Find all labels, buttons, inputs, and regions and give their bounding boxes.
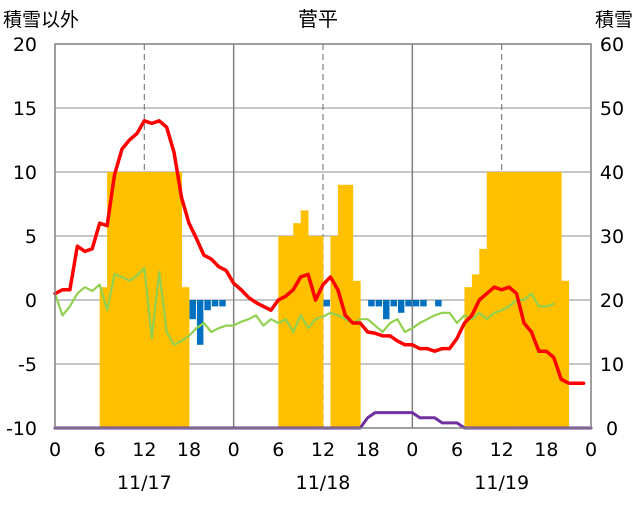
left-tick-label: 5 xyxy=(25,226,37,248)
precipitation-bar xyxy=(368,300,375,307)
date-label: 11/17 xyxy=(117,472,172,494)
precipitation-bars xyxy=(189,300,442,345)
snow-depth-bar xyxy=(174,172,182,428)
snow-depth-bar xyxy=(300,210,309,428)
snow-depth-bar xyxy=(107,172,115,428)
temperature-line xyxy=(53,119,586,385)
snow-depth-bar xyxy=(181,287,190,428)
x-tick-label: 12 xyxy=(490,439,514,461)
precipitation-bar xyxy=(211,300,219,307)
left-tick-label: 15 xyxy=(13,98,37,120)
snow-depth-bars xyxy=(99,172,570,428)
snow-depth-bar xyxy=(99,287,108,428)
precipitation-bar xyxy=(323,300,330,307)
left-axis-title: 積雪以外 xyxy=(3,9,79,31)
snow-depth-bar xyxy=(524,172,532,428)
left-tick-label: 20 xyxy=(13,34,37,56)
plot-frame xyxy=(54,43,592,429)
snow-depth-bar xyxy=(166,172,175,428)
precipitation-bar xyxy=(405,300,412,307)
snow-depth-bar xyxy=(538,172,547,428)
precipitation-bar xyxy=(383,300,390,320)
right-tick-label: 10 xyxy=(600,354,624,376)
date-labels: 11/17 11/18 11/19 xyxy=(117,472,529,494)
x-tick-label: 0 xyxy=(49,439,61,461)
snow-depth-bar xyxy=(136,172,145,428)
snow-depth-bar xyxy=(278,236,287,428)
snow-depth-bar xyxy=(315,236,324,428)
x-tick-label: 0 xyxy=(406,439,418,461)
snow-depth-bar xyxy=(464,287,473,428)
right-tick-label: 0 xyxy=(606,418,618,440)
precipitation-bar xyxy=(390,300,397,307)
snow-depth-bar xyxy=(479,248,488,428)
right-tick-label: 30 xyxy=(600,226,624,248)
right-axis-title: 積雪 xyxy=(595,9,633,31)
snow-depth-bar xyxy=(553,172,562,428)
right-tick-label: 50 xyxy=(600,98,624,120)
x-tick-label: 18 xyxy=(177,439,201,461)
snow-depth-bar xyxy=(330,236,339,428)
snow-depth-bar xyxy=(501,172,510,428)
chart-title: 菅平 xyxy=(298,7,338,31)
x-tick-label: 6 xyxy=(451,439,463,461)
left-tick-label: -5 xyxy=(18,354,37,376)
snow-depth-bar xyxy=(486,172,495,428)
x-tick-label: 12 xyxy=(311,439,335,461)
snow-depth-bar xyxy=(308,236,316,428)
x-tick-label: 12 xyxy=(132,439,156,461)
left-tick-label: 0 xyxy=(25,290,37,312)
x-tick-label: 6 xyxy=(94,439,106,461)
date-label: 11/18 xyxy=(296,472,351,494)
left-tick-label: -10 xyxy=(6,418,37,440)
snow-depth-bar xyxy=(122,172,130,428)
snow-depth-bar xyxy=(494,172,503,428)
right-tick-label: 40 xyxy=(600,162,624,184)
precipitation-bar xyxy=(412,300,420,307)
precipitation-bar xyxy=(420,300,427,307)
precipitation-bar xyxy=(196,300,204,345)
date-label: 11/19 xyxy=(474,472,529,494)
precipitation-bar xyxy=(189,300,196,320)
precipitation-bar xyxy=(375,300,383,307)
x-tick-label: 6 xyxy=(272,439,284,461)
x-tick-label: 18 xyxy=(356,439,380,461)
snow-depth-bar xyxy=(471,274,480,428)
precipitation-bar xyxy=(397,300,405,313)
x-tick-label: 18 xyxy=(534,439,558,461)
precipitation-bar xyxy=(219,300,226,307)
left-tick-label: 10 xyxy=(13,162,37,184)
snow-depth-bar xyxy=(352,280,361,428)
precipitation-bar xyxy=(435,300,442,307)
right-tick-label: 20 xyxy=(600,290,624,312)
snow-depth-bar xyxy=(546,172,555,428)
precipitation-bar xyxy=(204,300,211,311)
right-tick-label: 60 xyxy=(600,34,624,56)
snow-depth-bar xyxy=(561,280,570,428)
snow-depth-bar xyxy=(114,172,123,428)
snow-depth-bar xyxy=(285,236,294,428)
snow-depth-bar xyxy=(509,172,517,428)
snow-depth-bar xyxy=(129,172,138,428)
snow-depth-bar xyxy=(345,184,354,428)
x-tick-label: 0 xyxy=(228,439,240,461)
x-tick-label: 0 xyxy=(585,439,597,461)
